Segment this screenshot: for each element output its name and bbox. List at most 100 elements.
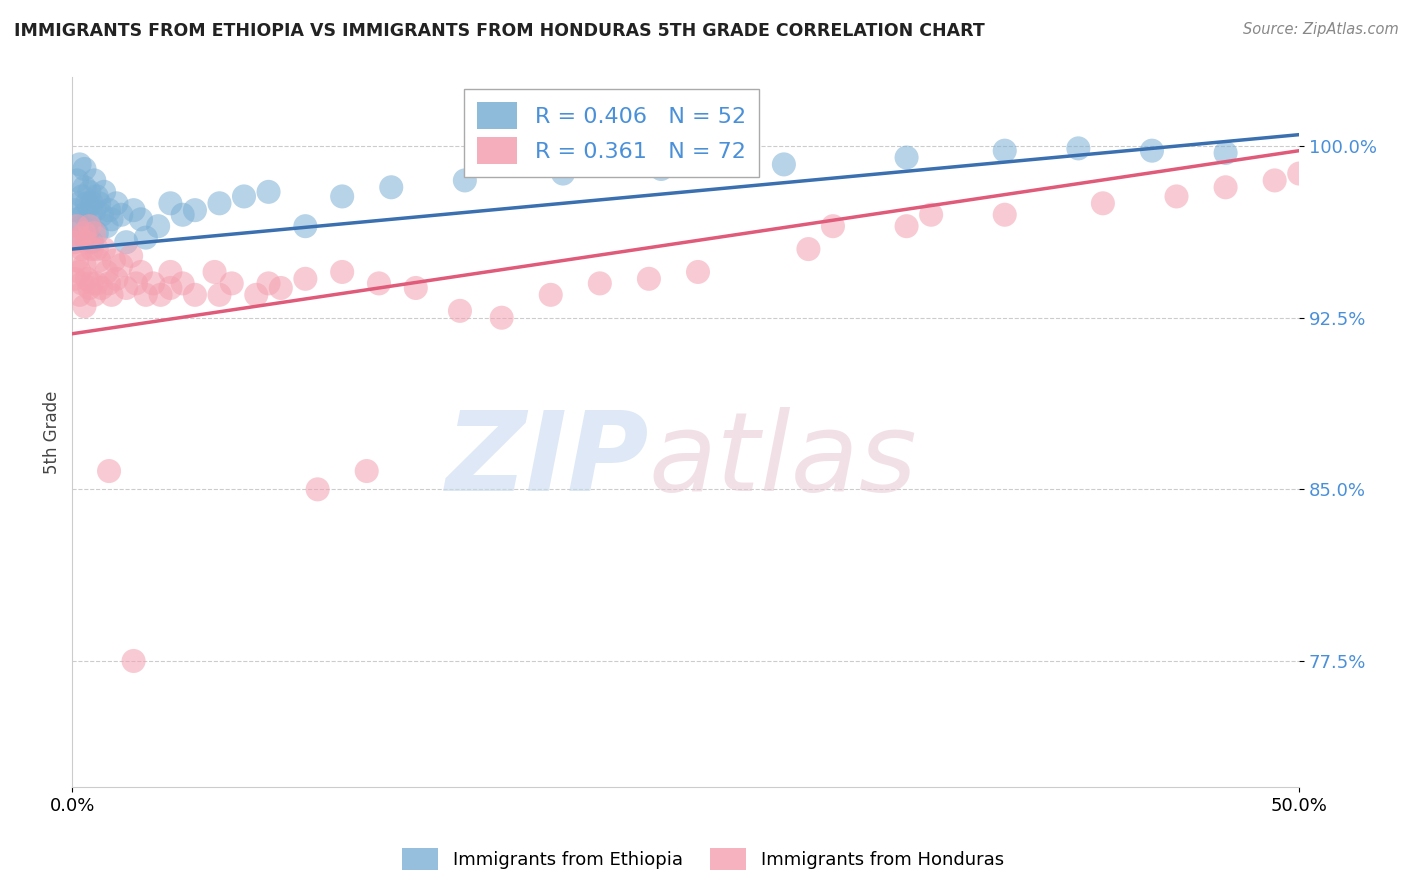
Point (83, 288, 105, 302)
Point (76, 272, 98, 286)
Point (63, 235, 86, 250)
Point (1140, 144, 1163, 158)
Point (83, 173, 105, 187)
Point (69, 157, 91, 171)
Point (66, 212, 89, 227)
Point (1166, 189, 1188, 203)
Point (86, 277, 108, 291)
Point (86, 226, 108, 240)
Point (86, 242, 108, 256)
Point (70, 277, 93, 291)
Point (142, 277, 165, 291)
Point (368, 277, 391, 291)
Point (100, 288, 122, 302)
Point (172, 277, 194, 291)
Point (449, 303, 471, 318)
Point (135, 288, 157, 302)
Point (100, 212, 122, 227)
Point (90, 208, 112, 222)
Point (994, 208, 1017, 222)
Point (294, 272, 316, 286)
Point (105, 272, 128, 286)
Point (896, 151, 918, 165)
Point (454, 173, 477, 187)
Point (638, 272, 661, 286)
Point (93, 185, 115, 199)
Point (66, 219, 89, 234)
Point (80, 242, 103, 256)
Point (551, 167, 574, 181)
Point (98, 277, 121, 291)
Point (146, 219, 169, 234)
Point (1091, 196, 1114, 211)
Point (307, 483, 329, 497)
Point (129, 212, 152, 227)
Point (69, 230, 91, 244)
Point (80, 196, 103, 211)
Point (86, 189, 108, 203)
Point (245, 288, 267, 302)
Point (294, 219, 316, 234)
Point (257, 185, 280, 199)
Point (540, 288, 562, 302)
Point (172, 208, 194, 222)
Point (491, 310, 513, 325)
Point (380, 180, 402, 194)
Point (98, 464, 121, 478)
Point (98, 203, 121, 218)
Point (70, 219, 93, 234)
Point (773, 157, 796, 171)
Point (1067, 141, 1090, 155)
Point (73, 258, 96, 272)
Point (103, 253, 125, 268)
Point (1215, 180, 1237, 194)
Point (63, 272, 86, 286)
Point (73, 161, 96, 176)
Text: ZIP: ZIP (446, 407, 650, 514)
Point (896, 219, 918, 234)
Point (120, 249, 142, 263)
Point (73, 226, 96, 240)
Point (233, 189, 256, 203)
Point (589, 277, 612, 291)
Point (122, 203, 145, 218)
Point (96, 219, 118, 234)
Point (76, 226, 98, 240)
Point (208, 196, 231, 211)
Point (76, 235, 98, 250)
Point (221, 277, 243, 291)
Point (330, 189, 353, 203)
Point (110, 208, 132, 222)
Point (135, 230, 157, 244)
Point (69, 288, 91, 302)
Text: atlas: atlas (650, 407, 918, 514)
Point (330, 265, 353, 279)
Point (79, 185, 101, 199)
Text: IMMIGRANTS FROM ETHIOPIA VS IMMIGRANTS FROM HONDURAS 5TH GRADE CORRELATION CHART: IMMIGRANTS FROM ETHIOPIA VS IMMIGRANTS F… (14, 22, 984, 40)
Point (63, 203, 86, 218)
Point (69, 230, 91, 244)
Point (96, 265, 118, 279)
Point (129, 265, 152, 279)
Point (105, 196, 128, 211)
Point (110, 258, 132, 272)
Point (73, 180, 96, 194)
Point (1215, 145, 1237, 160)
Point (257, 277, 280, 291)
Point (73, 208, 96, 222)
Point (79, 212, 101, 227)
Point (73, 299, 96, 313)
Point (89, 253, 111, 268)
Point (80, 235, 103, 250)
Point (270, 281, 292, 295)
Point (122, 654, 145, 668)
Point (1288, 167, 1310, 181)
Y-axis label: 5th Grade: 5th Grade (44, 391, 60, 474)
Point (184, 203, 207, 218)
Point (89, 196, 111, 211)
Point (149, 288, 172, 302)
Point (125, 277, 148, 291)
Point (83, 203, 105, 218)
Point (70, 242, 93, 256)
Point (159, 281, 181, 295)
